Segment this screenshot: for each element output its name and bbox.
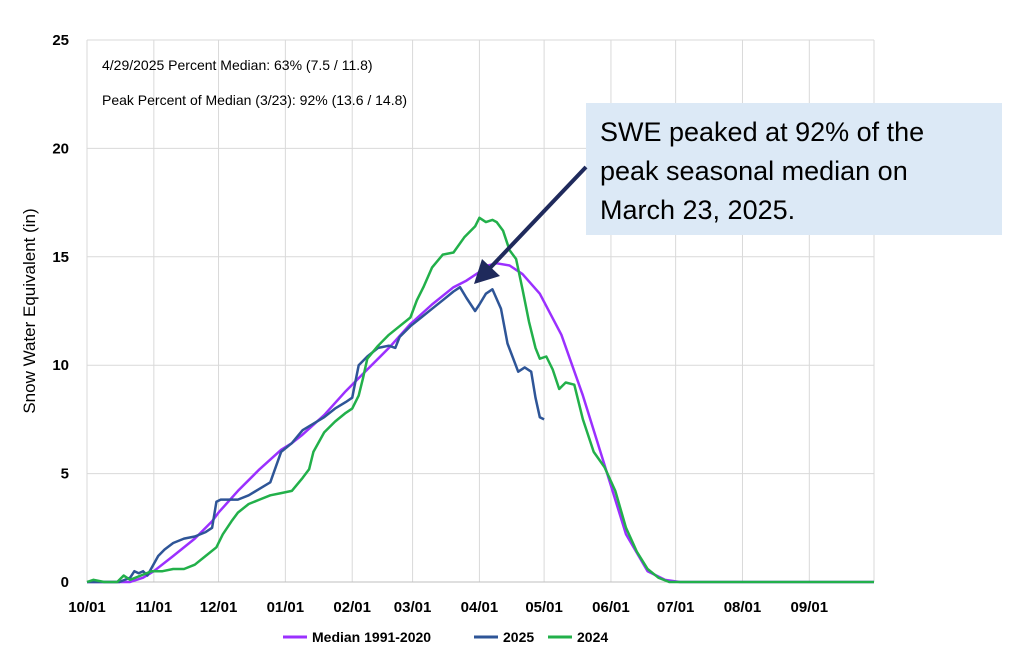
callout-line-3: March 23, 2025. (600, 195, 795, 225)
series-line-2024 (86, 216, 874, 584)
x-tick-label: 10/01 (68, 599, 106, 616)
x-tick-label: 02/01 (333, 599, 371, 616)
callout-line-1: SWE peaked at 92% of the (600, 117, 924, 147)
callout-line-2: peak seasonal median on (600, 156, 908, 186)
y-tick-label: 5 (61, 466, 69, 483)
y-tick-label: 20 (52, 140, 69, 157)
grid (86, 39, 875, 583)
y-tick-label: 15 (52, 249, 69, 266)
x-tick-label: 03/01 (394, 599, 432, 616)
x-tick-label: 11/01 (135, 599, 172, 616)
x-tick-label: 06/01 (592, 599, 630, 616)
series-lines (86, 216, 874, 584)
y-tick-label: 0 (61, 574, 69, 591)
legend: Median 1991-2020 2025 2024 (283, 629, 608, 645)
legend-label-2025: 2025 (503, 629, 534, 645)
callout: SWE peaked at 92% of the peak seasonal m… (586, 103, 1002, 235)
x-tick-label: 05/01 (525, 599, 563, 616)
y-axis-label: Snow Water Equivalent (in) (20, 208, 39, 413)
x-tick-label: 01/01 (267, 599, 305, 616)
legend-label-median-1991-2020: Median 1991-2020 (312, 629, 431, 645)
x-tick-label: 09/01 (791, 599, 829, 616)
annotation-line-1: 4/29/2025 Percent Median: 63% (7.5 / 11.… (102, 57, 373, 73)
callout-box (586, 103, 1002, 235)
y-tick-label: 25 (52, 32, 69, 49)
annotation-line-2: Peak Percent of Median (3/23): 92% (13.6… (102, 92, 407, 108)
x-tick-label: 04/01 (461, 599, 499, 616)
arrow-head (474, 259, 500, 284)
axes: 0 5 10 15 20 25 10/01 11/01 12/01 01/01 02/01 03/01… (52, 32, 874, 616)
series-line-median-1991-2020 (87, 262, 874, 584)
legend-label-2024: 2024 (577, 629, 608, 645)
callout-arrow (474, 165, 588, 284)
x-tick-label: 08/01 (724, 599, 762, 616)
x-tick-label: 07/01 (657, 599, 695, 616)
x-tick-label: 12/01 (200, 599, 238, 616)
y-tick-label: 10 (52, 357, 69, 374)
series-line-2025 (87, 285, 545, 584)
arrow-shaft (488, 165, 588, 270)
